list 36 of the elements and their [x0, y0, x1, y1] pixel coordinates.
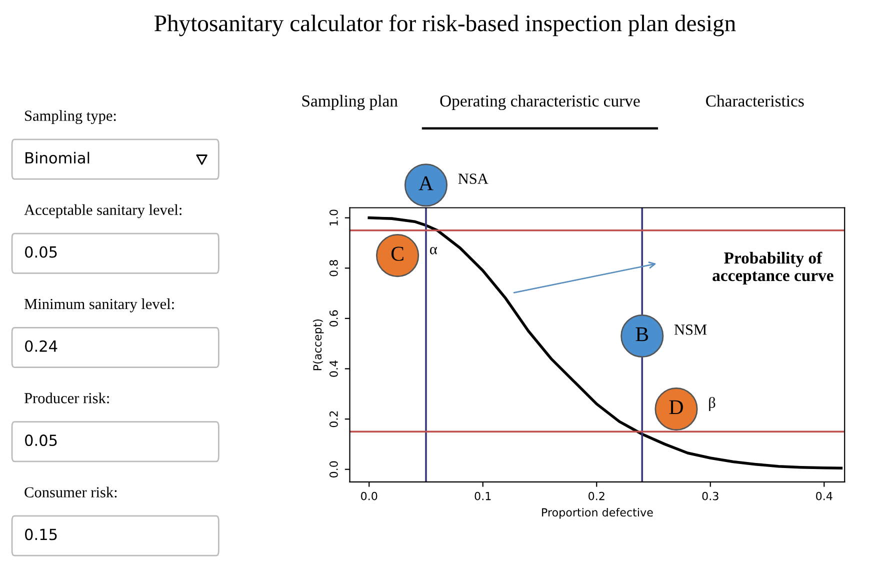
ref-line-label: β [709, 396, 716, 411]
ref-line-label: NSM [674, 324, 707, 335]
text: Operating characteristic curve [440, 94, 640, 110]
x-tick-label: 0.0 [361, 492, 378, 500]
text: Minimum sanitary level: [24, 298, 174, 312]
text: Sampling plan [302, 94, 398, 110]
x-tick-label: 0.4 [816, 492, 832, 500]
annotation: D [669, 400, 683, 414]
x-tick-label: 0.1 [474, 492, 491, 500]
text: Acceptable sanitary level: [24, 204, 182, 218]
y-tick-label: 0.6 [329, 310, 338, 327]
y-axis-title: P(accept) [312, 319, 324, 370]
text: Sampling type: [25, 110, 116, 124]
text: Phytosanitary calculator for risk-based inspection plan design [154, 14, 736, 36]
text: Consumer risk: [24, 486, 117, 498]
annotation: Probability of acceptance curve [712, 252, 834, 284]
text: Binomial [26, 152, 90, 164]
x-axis-title: Proportion defective [542, 508, 653, 519]
ref-line-label: α [430, 246, 438, 254]
y-tick-label: 1.0 [329, 210, 338, 226]
y-tick-label: 0.2 [329, 411, 338, 428]
text: 0.05 [25, 434, 57, 446]
text: 0.15 [25, 528, 57, 540]
x-tick-label: 0.3 [702, 492, 718, 500]
text: 0.24 [25, 340, 58, 352]
annotation: A [418, 176, 434, 190]
x-tick-label: 0.2 [588, 492, 604, 500]
ref-line-label: NSA [458, 174, 488, 184]
y-tick-label: 0.8 [329, 260, 338, 276]
text: Producer risk: [24, 392, 109, 404]
text: Characteristics [706, 94, 804, 107]
annotation: B [636, 327, 648, 342]
y-tick-label: 0.0 [329, 461, 338, 478]
annotation: C [391, 246, 404, 261]
text: 0.05 [25, 246, 57, 258]
y-tick-label: 0.4 [329, 360, 338, 377]
